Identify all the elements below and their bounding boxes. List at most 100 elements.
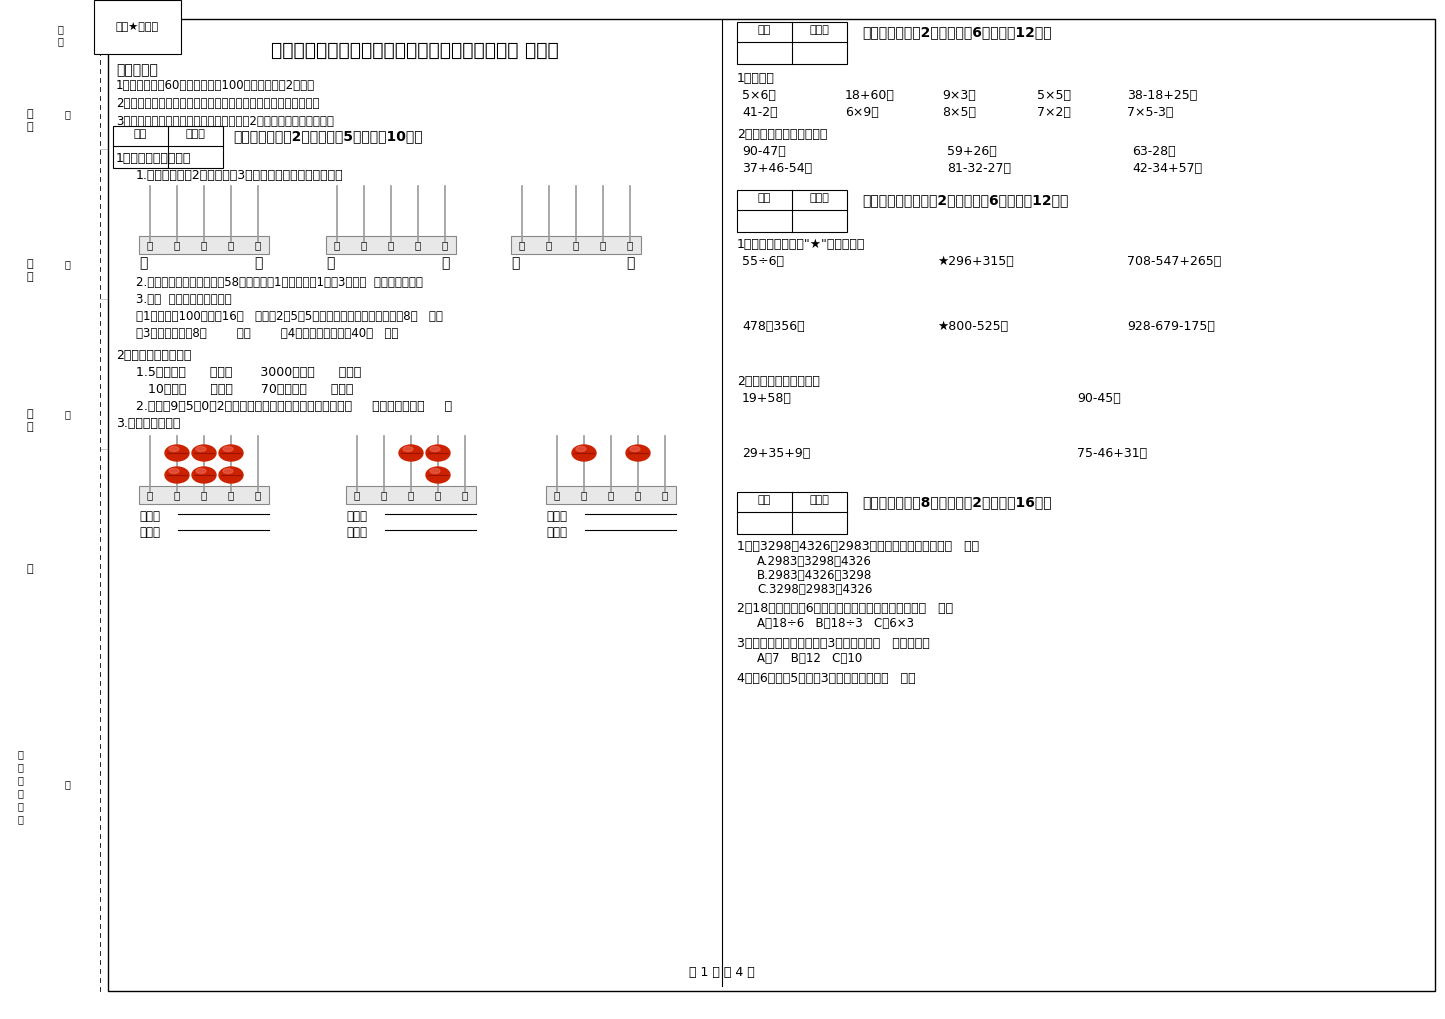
Text: 千: 千 [173, 240, 181, 250]
Text: 班: 班 [26, 259, 33, 269]
Text: 姓: 姓 [26, 109, 33, 119]
Ellipse shape [626, 445, 650, 461]
Text: 个: 个 [627, 240, 633, 250]
Text: 读作：: 读作： [345, 526, 367, 539]
Text: 1.在计数器上用2个珠表示出3个不同的四位数，再写出来。: 1.在计数器上用2个珠表示出3个不同的四位数，再写出来。 [136, 169, 344, 182]
Text: 1.5厘米＝（      ）毫米       3000米＝（      ）千米: 1.5厘米＝（ ）毫米 3000米＝（ ）千米 [136, 366, 361, 379]
Text: 90-47＝: 90-47＝ [741, 145, 786, 158]
Bar [737, 22, 847, 64]
Text: 得分: 得分 [133, 129, 146, 139]
Ellipse shape [403, 446, 413, 451]
Text: 38-18+25＝: 38-18+25＝ [1127, 89, 1198, 102]
Text: 81-32-27＝: 81-32-27＝ [946, 162, 1011, 175]
Ellipse shape [577, 446, 587, 451]
Ellipse shape [197, 446, 207, 451]
Text: 2、想一想，填一填。: 2、想一想，填一填。 [116, 348, 191, 362]
Text: A、18÷6   B、18÷3   C、6×3: A、18÷6 B、18÷3 C、6×3 [757, 616, 915, 630]
Ellipse shape [165, 467, 189, 483]
Text: 万: 万 [553, 490, 561, 500]
Text: 百: 百 [387, 240, 394, 250]
Text: 级: 级 [26, 272, 33, 282]
Ellipse shape [426, 445, 449, 461]
Text: 1、考试时间：60分钟，满分为100分（含卷面分2分）。: 1、考试时间：60分钟，满分为100分（含卷面分2分）。 [116, 79, 315, 92]
Text: B.2983＜4326＜3298: B.2983＜4326＜3298 [757, 569, 873, 582]
Bar [139, 486, 269, 504]
Bar [737, 492, 847, 534]
Text: 928-679-175＝: 928-679-175＝ [1127, 320, 1215, 333]
Text: 评卷人: 评卷人 [809, 495, 829, 505]
Text: 二、计算题（共2大题，每题6分，共计12分）: 二、计算题（共2大题，每题6分，共计12分） [863, 25, 1052, 39]
Ellipse shape [431, 469, 439, 474]
Text: ）: ） [441, 256, 449, 270]
Text: 2、请首先按要求在试卷的指定位置填写您的姓名、班级、学号。: 2、请首先按要求在试卷的指定位置填写您的姓名、班级、学号。 [116, 97, 319, 110]
Text: 18+60＝: 18+60＝ [845, 89, 894, 102]
Text: 55÷6＝: 55÷6＝ [741, 255, 785, 268]
Ellipse shape [220, 467, 243, 483]
Text: A、7   B、12   C、10: A、7 B、12 C、10 [757, 652, 863, 665]
Ellipse shape [223, 446, 233, 451]
Bar [737, 190, 847, 232]
Text: 得分: 得分 [757, 495, 770, 505]
Text: 乡: 乡 [17, 749, 23, 759]
Text: 2.用数字9、5、0、2组成不同的四位数，其中最大的数是（     ），最小的是（     ）: 2.用数字9、5、0、2组成不同的四位数，其中最大的数是（ ），最小的是（ ） [136, 400, 452, 413]
Text: 63-28＝: 63-28＝ [1131, 145, 1176, 158]
Text: 75-46+31＝: 75-46+31＝ [1077, 447, 1147, 460]
Text: 个: 个 [254, 240, 262, 250]
Text: （3）一张方桌高8（        ）。        （4）一节课的时间是40（   ）。: （3）一张方桌高8（ ）。 （4）一节课的时间是40（ ）。 [136, 327, 399, 340]
Text: 2、18个萝卜，每6个为一份，分成了几份。列式为（   ）。: 2、18个萝卜，每6个为一份，分成了几份。列式为（ ）。 [737, 602, 954, 615]
Ellipse shape [223, 469, 233, 474]
Text: 7×2＝: 7×2＝ [1038, 106, 1071, 119]
Text: 百: 百 [407, 490, 415, 500]
Text: 学: 学 [26, 409, 33, 419]
Text: 绝密★启用前: 绝密★启用前 [116, 22, 159, 32]
Text: 得分: 得分 [757, 193, 770, 203]
Ellipse shape [630, 446, 640, 451]
Text: 个: 个 [662, 490, 668, 500]
Bar [546, 486, 676, 504]
Text: 2、我都能算，不信你瞧！: 2、我都能算，不信你瞧！ [737, 128, 828, 141]
Text: 6×9＝: 6×9＝ [845, 106, 879, 119]
Text: 百: 百 [608, 490, 614, 500]
Bar [512, 236, 642, 254]
Text: 读作：: 读作： [546, 526, 566, 539]
Text: 8×5＝: 8×5＝ [942, 106, 975, 119]
Ellipse shape [572, 445, 595, 461]
Text: 校: 校 [26, 422, 33, 432]
Text: 3.读写下列各数。: 3.读写下列各数。 [116, 417, 181, 430]
Text: 1、用竖式计算，带"★"的要验算。: 1、用竖式计算，带"★"的要验算。 [737, 238, 866, 251]
Text: 街: 街 [17, 788, 23, 798]
Text: 评卷人: 评卷人 [809, 193, 829, 203]
Text: （: （ [17, 775, 23, 785]
Text: ）: ） [254, 256, 263, 270]
Text: 59+26＝: 59+26＝ [946, 145, 997, 158]
Text: ★800-525＝: ★800-525＝ [936, 320, 1009, 333]
Text: 千: 千 [581, 490, 587, 500]
Text: 写作：: 写作： [345, 510, 367, 523]
Text: 不: 不 [64, 259, 69, 269]
Ellipse shape [431, 446, 439, 451]
Ellipse shape [192, 467, 215, 483]
Text: 万: 万 [147, 240, 153, 250]
Text: 万: 万 [334, 240, 340, 250]
Text: 道: 道 [17, 801, 23, 811]
Text: 万: 万 [354, 490, 360, 500]
Text: 题: 题 [56, 24, 64, 34]
Text: 708-547+265＝: 708-547+265＝ [1127, 255, 1221, 268]
Text: 三、列竖式计算（共2大题，每题6分，共计12分）: 三、列竖式计算（共2大题，每题6分，共计12分） [863, 193, 1068, 207]
Text: 第 1 页 共 4 页: 第 1 页 共 4 页 [689, 966, 754, 979]
Text: 个: 个 [254, 490, 262, 500]
Text: （1）小强跑100米用了16（   ）。（2）5枚5角硬币叠在一起的厚度大约是8（   ）。: （1）小强跑100米用了16（ ）。（2）5枚5角硬币叠在一起的厚度大约是8（ … [136, 310, 442, 323]
Text: ★296+315＝: ★296+315＝ [936, 255, 1014, 268]
Text: （: （ [327, 256, 334, 270]
Text: 千: 千 [173, 490, 181, 500]
Text: 写作：: 写作： [139, 510, 160, 523]
Text: 四川省实验小学二年级数学【上册】期末考试试卷 附解析: 四川省实验小学二年级数学【上册】期末考试试卷 附解析 [272, 41, 559, 60]
Text: 得分: 得分 [757, 25, 770, 35]
Text: 万: 万 [147, 490, 153, 500]
Text: 准: 准 [64, 109, 69, 119]
Text: 考试须知：: 考试须知： [116, 63, 158, 77]
Text: （: （ [512, 256, 519, 270]
Ellipse shape [192, 445, 215, 461]
Text: 5×5＝: 5×5＝ [1038, 89, 1071, 102]
Text: 评卷人: 评卷人 [809, 25, 829, 35]
